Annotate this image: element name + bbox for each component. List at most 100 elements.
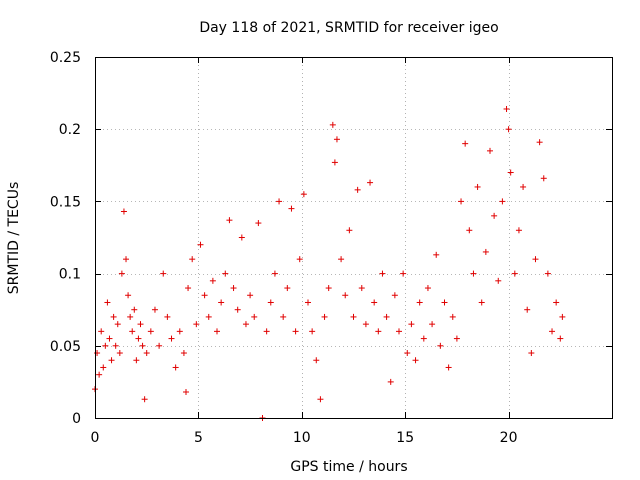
data-point: [164, 313, 171, 320]
x-tick-label: 20: [500, 430, 518, 446]
data-point: [288, 205, 295, 212]
data-point: [168, 335, 175, 342]
data-point: [404, 350, 411, 357]
data-point: [375, 328, 382, 335]
data-point: [379, 270, 386, 277]
data-point: [449, 313, 456, 320]
data-point: [317, 396, 324, 403]
data-point: [112, 342, 119, 349]
data-point: [515, 227, 522, 234]
data-point: [383, 313, 390, 320]
data-point: [172, 364, 179, 371]
data-point: [358, 285, 365, 292]
y-tick-label: 0: [72, 411, 81, 427]
data-point: [331, 159, 338, 166]
data-point: [433, 251, 440, 258]
data-point: [342, 292, 349, 299]
data-point: [156, 342, 163, 349]
data-point: [387, 378, 394, 385]
data-point: [209, 277, 216, 284]
data-point: [129, 328, 136, 335]
data-point: [160, 270, 167, 277]
data-point: [416, 299, 423, 306]
data-point: [267, 299, 274, 306]
data-point: [532, 256, 539, 263]
data-point: [271, 270, 278, 277]
y-tick-label: 0.05: [50, 339, 81, 355]
data-point: [205, 313, 212, 320]
data-point: [104, 299, 111, 306]
data-point: [147, 328, 154, 335]
data-point: [242, 321, 249, 328]
data-point: [300, 191, 307, 198]
data-point: [313, 357, 320, 364]
plot-frame: [95, 57, 613, 419]
data-point: [371, 299, 378, 306]
data-point: [116, 350, 123, 357]
data-point: [350, 313, 357, 320]
data-point: [499, 198, 506, 205]
x-tick-label: 0: [91, 430, 100, 446]
x-tick-label: 10: [293, 430, 311, 446]
data-point: [151, 306, 158, 313]
data-point: [131, 306, 138, 313]
data-point: [495, 277, 502, 284]
data-point: [536, 139, 543, 146]
data-point: [482, 248, 489, 255]
data-point: [420, 335, 427, 342]
data-point: [197, 241, 204, 248]
y-axis-label: SRMTID / TECUs: [6, 182, 22, 295]
data-point: [284, 285, 291, 292]
data-point: [182, 389, 189, 396]
data-point: [505, 126, 512, 133]
data-point: [437, 342, 444, 349]
data-point: [276, 198, 283, 205]
y-tick-label: 0.15: [50, 194, 81, 210]
data-point: [559, 313, 566, 320]
data-point: [329, 121, 336, 128]
data-point: [478, 299, 485, 306]
data-point: [238, 234, 245, 241]
data-point: [528, 350, 535, 357]
data-point: [503, 105, 510, 112]
data-point: [222, 270, 229, 277]
data-point: [226, 217, 233, 224]
y-tick-label: 0.2: [59, 122, 81, 138]
data-point: [354, 186, 361, 193]
data-point: [540, 175, 547, 182]
data-point: [333, 136, 340, 143]
data-point: [520, 183, 527, 190]
data-point: [214, 328, 221, 335]
chart-title: Day 118 of 2021, SRMTID for receiver ige…: [199, 20, 498, 36]
data-point: [412, 357, 419, 364]
data-point: [118, 270, 125, 277]
data-point: [230, 285, 237, 292]
data-point: [557, 335, 564, 342]
data-point: [247, 292, 254, 299]
data-point: [305, 299, 312, 306]
axis-ticks: 0 5 10 15 20 0 0.05 0.1 0.15 0.2 0.25: [50, 50, 612, 446]
data-point: [143, 350, 150, 357]
data-point: [458, 198, 465, 205]
data-point: [125, 292, 132, 299]
data-point: [98, 328, 105, 335]
data-point: [549, 328, 556, 335]
data-point: [193, 321, 200, 328]
data-point: [544, 270, 551, 277]
data-point: [218, 299, 225, 306]
data-point: [255, 220, 262, 227]
data-point: [280, 313, 287, 320]
data-point: [135, 335, 142, 342]
data-point: [176, 328, 183, 335]
data-point: [127, 313, 134, 320]
data-point: [470, 270, 477, 277]
data-point: [234, 306, 241, 313]
data-point: [189, 256, 196, 263]
data-point: [251, 313, 258, 320]
data-point: [553, 299, 560, 306]
data-point: [424, 285, 431, 292]
data-points: [92, 105, 566, 421]
data-point: [96, 371, 103, 378]
data-point: [400, 270, 407, 277]
